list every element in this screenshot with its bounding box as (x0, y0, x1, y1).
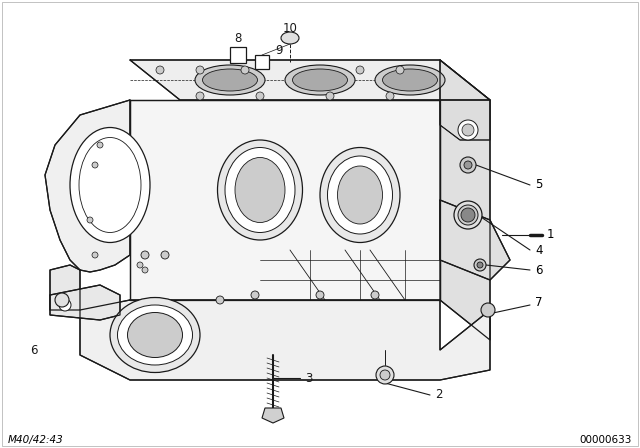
Circle shape (386, 92, 394, 100)
Polygon shape (440, 200, 510, 280)
Polygon shape (440, 60, 490, 340)
Text: 1: 1 (547, 228, 554, 241)
Text: 3: 3 (305, 371, 312, 384)
Circle shape (356, 66, 364, 74)
Circle shape (380, 370, 390, 380)
Circle shape (316, 291, 324, 299)
Ellipse shape (127, 313, 182, 358)
Circle shape (196, 92, 204, 100)
Polygon shape (80, 300, 490, 380)
Circle shape (161, 251, 169, 259)
Circle shape (59, 299, 71, 311)
Ellipse shape (281, 32, 299, 44)
Ellipse shape (383, 69, 438, 91)
Ellipse shape (202, 69, 257, 91)
Polygon shape (45, 100, 130, 272)
Text: 7: 7 (535, 297, 543, 310)
Circle shape (460, 157, 476, 173)
Text: 10: 10 (283, 22, 298, 34)
Text: M40/42:43: M40/42:43 (8, 435, 64, 445)
Text: 2: 2 (435, 388, 442, 401)
Ellipse shape (79, 138, 141, 233)
Polygon shape (130, 100, 440, 300)
Circle shape (477, 262, 483, 268)
Text: 8: 8 (234, 31, 242, 44)
Ellipse shape (328, 156, 392, 234)
Circle shape (371, 291, 379, 299)
Circle shape (256, 92, 264, 100)
Circle shape (461, 208, 475, 222)
Circle shape (326, 92, 334, 100)
Circle shape (216, 296, 224, 304)
Text: 4: 4 (535, 244, 543, 257)
Ellipse shape (292, 69, 348, 91)
Circle shape (92, 252, 98, 258)
Ellipse shape (320, 147, 400, 242)
Circle shape (376, 366, 394, 384)
Circle shape (196, 66, 204, 74)
Circle shape (241, 66, 249, 74)
Circle shape (458, 120, 478, 140)
Ellipse shape (337, 166, 383, 224)
Ellipse shape (285, 65, 355, 95)
Ellipse shape (110, 297, 200, 372)
Circle shape (464, 161, 472, 169)
Circle shape (142, 267, 148, 273)
Text: 6: 6 (535, 263, 543, 276)
Circle shape (141, 251, 149, 259)
Polygon shape (262, 408, 284, 423)
Circle shape (251, 291, 259, 299)
FancyBboxPatch shape (230, 47, 246, 63)
Ellipse shape (218, 140, 303, 240)
Circle shape (55, 293, 69, 307)
FancyBboxPatch shape (255, 55, 269, 69)
Circle shape (156, 66, 164, 74)
Ellipse shape (118, 305, 193, 365)
Circle shape (474, 259, 486, 271)
Polygon shape (50, 285, 120, 320)
Text: 6: 6 (30, 344, 38, 357)
Text: 00000633: 00000633 (580, 435, 632, 445)
Circle shape (481, 303, 495, 317)
Circle shape (97, 142, 103, 148)
Circle shape (137, 262, 143, 268)
Ellipse shape (454, 201, 482, 229)
Ellipse shape (195, 65, 265, 95)
Circle shape (396, 66, 404, 74)
Ellipse shape (225, 147, 295, 233)
Ellipse shape (458, 205, 478, 225)
Circle shape (92, 162, 98, 168)
Circle shape (462, 124, 474, 136)
Polygon shape (50, 265, 80, 310)
Polygon shape (440, 100, 490, 140)
Polygon shape (130, 60, 490, 100)
Ellipse shape (375, 65, 445, 95)
Text: 5: 5 (535, 178, 542, 191)
Ellipse shape (70, 128, 150, 242)
Text: 9: 9 (275, 43, 282, 56)
Circle shape (87, 217, 93, 223)
Ellipse shape (235, 158, 285, 223)
